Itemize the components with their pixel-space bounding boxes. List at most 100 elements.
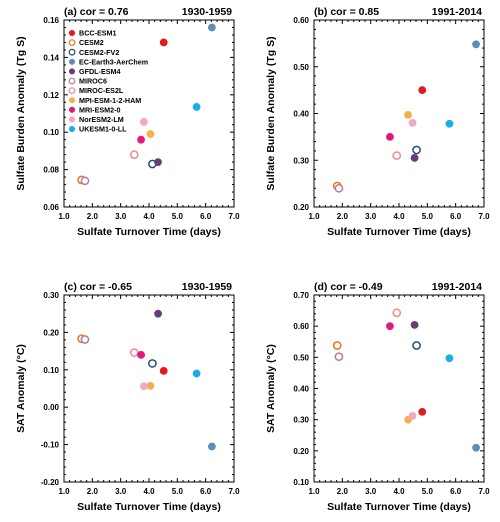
x-tick-label: 5.0 (422, 487, 434, 496)
y-tick-label: 0.40 (293, 110, 309, 119)
y-tick-label: 0.10 (43, 128, 59, 137)
legend-marker (68, 39, 76, 46)
y-tick-label: 0.30 (293, 156, 309, 165)
x-tick-label: 7.0 (478, 487, 490, 496)
y-axis-label: SAT Anomaly (°C) (15, 344, 27, 433)
legend-entry: MIROC-ES2L (79, 86, 124, 95)
y-tick-label: 0.30 (43, 291, 59, 300)
panel-period: 1930-1959 (182, 6, 232, 18)
x-tick-label: 7.0 (228, 487, 240, 496)
point-bcc-esm1 (159, 38, 168, 47)
y-tick-label: 0.06 (43, 203, 59, 212)
point-gfdl-esm4 (154, 158, 162, 167)
x-axis-label: Sulfate Turnover Time (days) (77, 226, 221, 238)
legend-entry: EC-Earth3-AerChem (79, 57, 148, 66)
legend-entry: MPI-ESM-1-2-HAM (79, 96, 141, 105)
y-tick-label: 0.12 (43, 91, 59, 100)
point-cesm2-fv2 (412, 341, 421, 350)
point-miroc-es2l (392, 151, 402, 160)
legend-entry: CESM2-FV2 (79, 48, 119, 57)
point-gfdl-esm4 (410, 321, 419, 329)
y-tick-label: 0.30 (293, 416, 309, 425)
legend-marker (68, 106, 76, 113)
legend-marker (68, 48, 76, 56)
panel-2: 1.0 2.0 3.0 4.0 5.0 6.0 7.0 -0.20 -0.10 0.00 0.10 0… (15, 281, 240, 513)
x-tick-label: 7.0 (478, 212, 490, 221)
x-tick-label: 3.0 (365, 212, 377, 221)
y-tick-label: 0.70 (293, 291, 309, 300)
y-tick-label: 0.40 (293, 385, 309, 394)
x-tick-label: 6.0 (450, 487, 462, 496)
point-gfdl-esm4 (154, 309, 162, 318)
point-miroc6 (80, 335, 90, 344)
x-tick-label: 3.0 (115, 487, 127, 496)
panel-period: 1991-2014 (432, 6, 482, 18)
legend-entry: GFDL-ESM4 (79, 67, 121, 76)
x-tick-label: 2.0 (87, 212, 99, 221)
y-tick-label: 0.20 (293, 447, 309, 456)
point-noresm2-lm (139, 118, 148, 126)
y-tick-label: 0.00 (43, 403, 59, 412)
point-ukesm1-0-ll (445, 119, 454, 128)
y-tick-label: 0.50 (293, 353, 309, 362)
y-tick-label: 0.20 (43, 328, 59, 337)
point-mri-esm2-0 (386, 132, 394, 141)
legend-entry: BCC-ESM1 (79, 29, 117, 38)
point-cesm2 (332, 341, 342, 350)
y-tick-label: 0.50 (293, 63, 309, 72)
panel-1: 1.0 2.0 3.0 4.0 5.0 6.0 7.0 0.20 0.30 0.40 0.50 0.6… (265, 6, 490, 238)
panel-title: (b) cor = 0.85 (314, 6, 379, 18)
legend-marker (68, 97, 76, 104)
y-tick-label: 0.10 (293, 478, 309, 487)
point-gfdl-esm4 (410, 154, 419, 162)
y-tick-label: -0.20 (41, 478, 60, 487)
panel-period: 1991-2014 (432, 281, 482, 293)
y-tick-label: 0.16 (43, 16, 59, 25)
plot-frame (313, 19, 485, 208)
x-axis-label: Sulfate Turnover Time (days) (77, 501, 221, 513)
legend-entry: CESM2 (79, 38, 104, 47)
y-tick-label: 0.14 (43, 53, 59, 62)
legend-marker (68, 87, 76, 94)
point-mpi-esm-1-2-ham (146, 381, 155, 390)
point-noresm2-lm (139, 382, 148, 391)
legend-marker (68, 68, 76, 75)
x-tick-label: 6.0 (200, 212, 212, 221)
x-tick-label: 2.0 (87, 487, 99, 496)
plot-frame (313, 294, 485, 483)
point-miroc6 (334, 183, 344, 193)
y-axis-label: Sulfate Burden Anomaly (Tg S) (265, 36, 277, 190)
point-miroc-es2l (129, 348, 139, 357)
point-noresm2-lm (408, 412, 417, 420)
y-tick-label: 0.10 (43, 366, 59, 375)
y-tick-label: 0.60 (293, 322, 309, 331)
legend-entry: MIROC6 (79, 77, 107, 86)
x-tick-label: 4.0 (393, 212, 405, 221)
x-tick-label: 1.0 (58, 212, 70, 221)
x-tick-label: 5.0 (172, 212, 184, 221)
point-bcc-esm1 (418, 407, 427, 416)
point-noresm2-lm (408, 118, 417, 127)
legend: BCC-ESM1CESM2CESM2-FV2EC-Earth3-AerChemG… (68, 29, 148, 134)
x-tick-label: 1.0 (308, 487, 320, 496)
point-miroc-es2l (129, 150, 139, 159)
panel-3: 1.0 2.0 3.0 4.0 5.0 6.0 7.0 0.10 0.20 0.30 0.40 0.5… (265, 281, 490, 513)
point-miroc-es2l (392, 308, 402, 318)
x-tick-label: 1.0 (58, 487, 70, 496)
point-ec-earth3-aerchem (472, 443, 480, 452)
legend-entry: UKESM1-0-LL (79, 125, 127, 134)
point-bcc-esm1 (159, 367, 168, 375)
panel-title: (d) cor = -0.49 (314, 281, 383, 293)
x-tick-label: 6.0 (200, 487, 212, 496)
legend-marker (68, 77, 76, 85)
x-tick-label: 2.0 (337, 487, 349, 496)
y-tick-label: 0.08 (43, 166, 59, 175)
point-mri-esm2-0 (386, 322, 394, 331)
x-tick-label: 5.0 (172, 487, 184, 496)
panel-period: 1930-1959 (182, 281, 232, 293)
x-tick-label: 1.0 (308, 212, 320, 221)
x-tick-label: 7.0 (228, 212, 240, 221)
point-ec-earth3-aerchem (472, 40, 480, 49)
point-ec-earth3-aerchem (207, 442, 216, 451)
